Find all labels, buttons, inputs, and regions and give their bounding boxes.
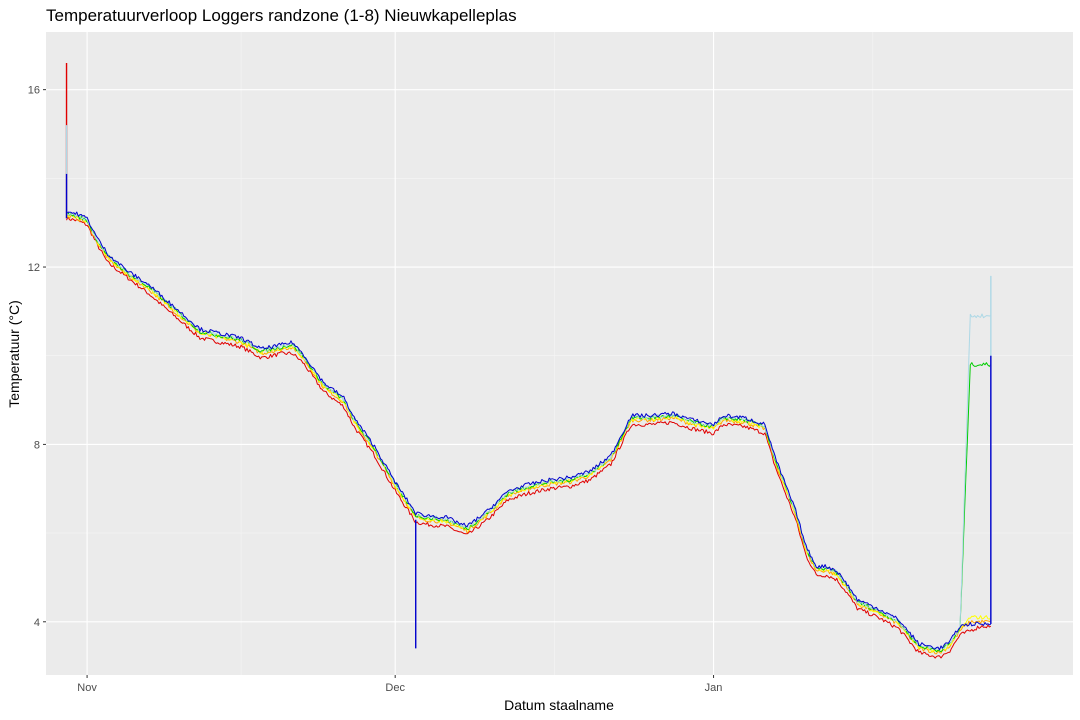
chart-title: Temperatuurverloop Loggers randzone (1-8… xyxy=(46,6,517,25)
y-tick-label: 12 xyxy=(28,262,40,274)
y-tick-label: 4 xyxy=(34,617,40,629)
spike-layer xyxy=(65,63,992,649)
grid-major xyxy=(46,32,1073,675)
x-tick-label: Nov xyxy=(77,682,97,694)
x-axis-title: Datum staalname xyxy=(504,697,614,713)
x-tick-label: Dec xyxy=(385,682,405,694)
grid-minor xyxy=(46,32,1073,675)
series-line-4 xyxy=(66,212,992,653)
series-layer xyxy=(66,211,992,659)
series-line-5 xyxy=(66,212,991,651)
y-axis-title: Temperatuur (°C) xyxy=(6,300,22,408)
series-line-6 xyxy=(66,211,992,651)
plot-panel xyxy=(46,32,1073,675)
axis-ticks: 4 8 12 16 Nov Dec Jan xyxy=(28,85,723,694)
series-line-1 xyxy=(66,216,992,659)
x-tick-label: Jan xyxy=(705,682,723,694)
y-tick-label: 16 xyxy=(28,85,40,97)
y-tick-label: 8 xyxy=(34,439,40,451)
